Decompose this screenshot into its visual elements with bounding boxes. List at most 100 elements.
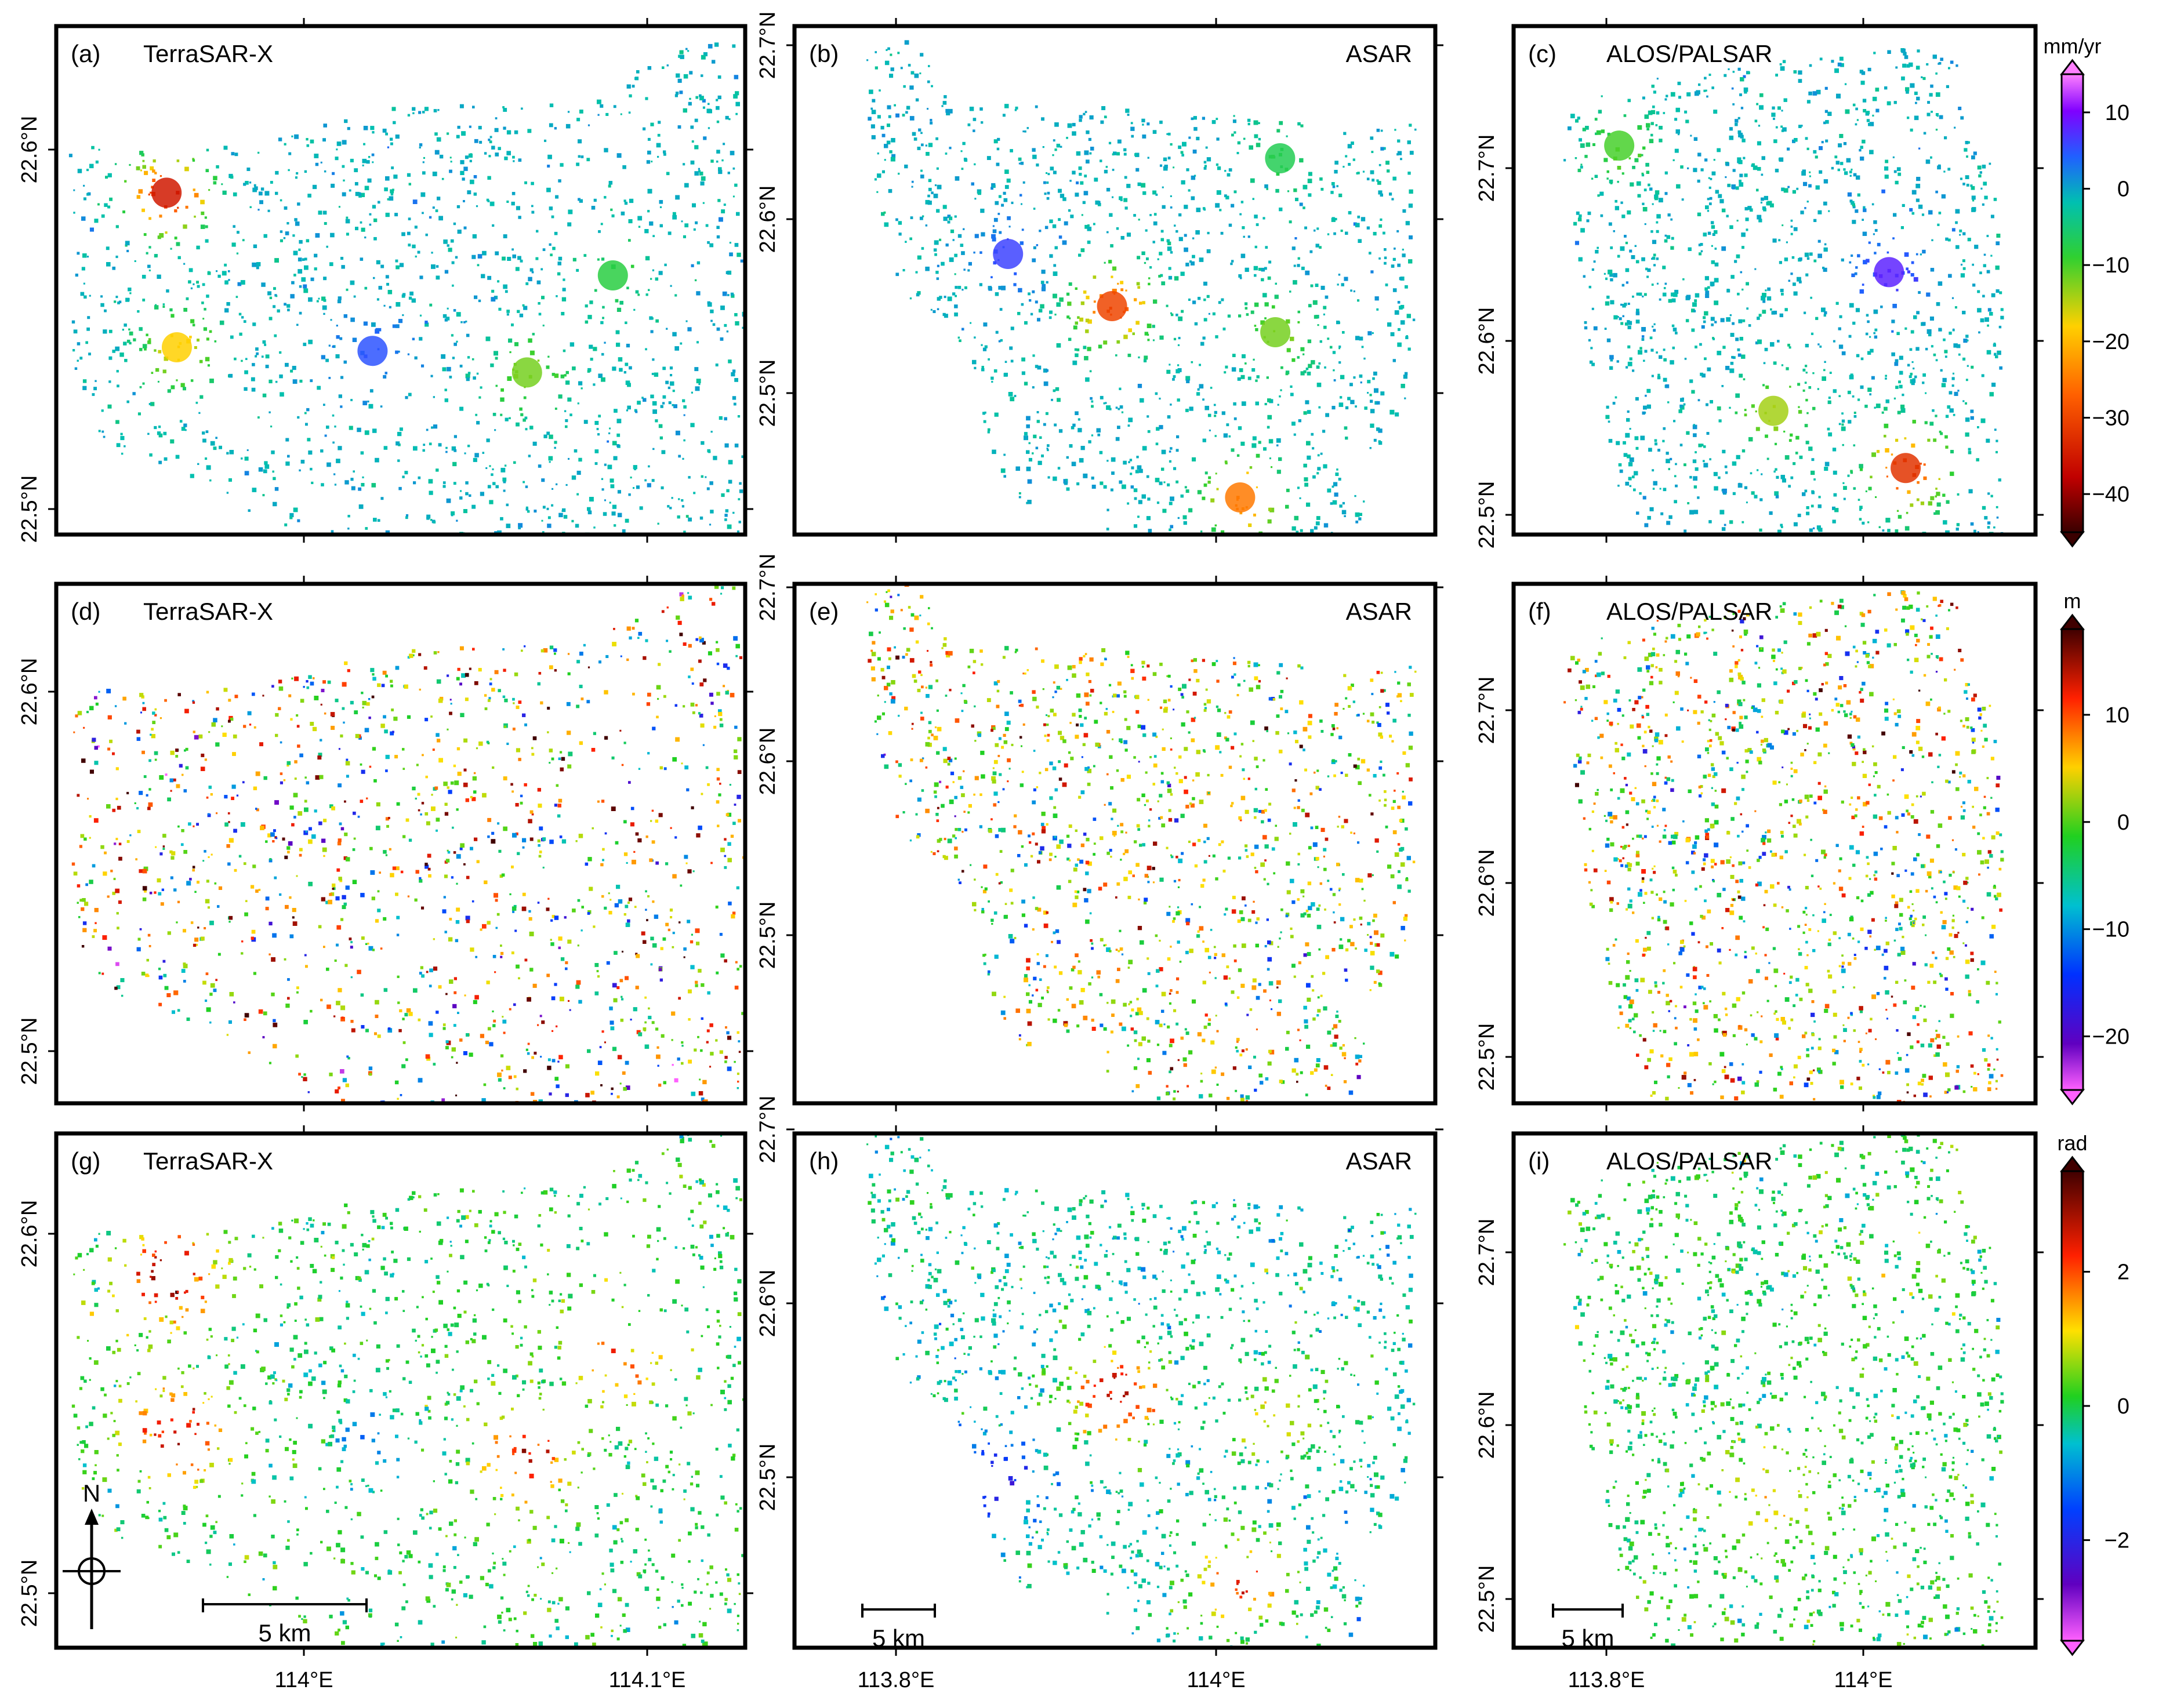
pixel — [1711, 245, 1713, 247]
pixel — [681, 505, 684, 508]
pixel — [957, 234, 962, 238]
pixel — [1801, 171, 1806, 176]
pixel — [224, 263, 227, 267]
pixel — [244, 471, 249, 475]
pixel — [387, 198, 390, 201]
hotspot — [1265, 143, 1296, 173]
pixel — [1955, 543, 1960, 547]
pixel — [1784, 455, 1790, 460]
pixel — [601, 352, 604, 356]
pixel — [1159, 425, 1163, 430]
pixel — [326, 462, 331, 467]
pixel — [936, 167, 939, 170]
pixel — [1844, 171, 1848, 175]
pixel — [1378, 190, 1383, 195]
pixel — [1873, 233, 1875, 235]
pixel — [725, 115, 729, 120]
pixel — [1793, 227, 1798, 231]
pixel — [1655, 562, 1659, 566]
pixel — [1220, 231, 1224, 235]
pixel — [190, 474, 194, 478]
pixel — [1765, 434, 1768, 438]
pixel — [701, 54, 706, 60]
pixel — [1256, 486, 1258, 489]
pixel — [1350, 399, 1355, 405]
pixel — [1053, 170, 1057, 175]
pixel — [1867, 387, 1872, 392]
pixel — [1147, 339, 1150, 341]
pixel — [1843, 612, 1846, 615]
pixel — [1711, 323, 1714, 326]
pixel — [1654, 197, 1659, 201]
pixel — [1917, 597, 1921, 601]
pixel — [1939, 430, 1942, 433]
pixel — [1080, 446, 1085, 450]
pixel — [551, 215, 554, 219]
pixel — [1625, 481, 1630, 486]
pixel — [723, 203, 726, 206]
pixel — [1173, 166, 1175, 169]
pixel — [1199, 384, 1204, 389]
pixel — [399, 263, 404, 267]
pixel — [1764, 347, 1768, 351]
pixel — [1656, 221, 1659, 224]
pixel — [1885, 571, 1886, 573]
pixel — [1955, 64, 1958, 67]
pixel — [616, 419, 622, 424]
pixel — [1859, 464, 1863, 468]
pixel — [344, 119, 348, 123]
pixel — [1734, 260, 1737, 263]
pixel — [529, 268, 534, 272]
pixel — [476, 205, 478, 208]
pixel — [1656, 351, 1658, 354]
pixel — [614, 409, 618, 413]
pixel — [1159, 252, 1163, 256]
pixel — [1142, 301, 1145, 304]
pixel — [1006, 179, 1011, 183]
pixel — [1032, 258, 1036, 263]
pixel — [139, 348, 143, 351]
pixel — [1119, 196, 1123, 201]
pixel — [1166, 550, 1169, 553]
pixel — [407, 353, 410, 355]
pixel — [1693, 168, 1697, 172]
pixel — [299, 379, 303, 383]
pixel — [925, 266, 930, 271]
pixel — [1680, 165, 1684, 169]
pixel — [1960, 273, 1965, 278]
pixel — [717, 199, 721, 202]
pixel — [376, 260, 380, 264]
pixel — [1586, 219, 1590, 223]
pixel — [1231, 133, 1234, 137]
pixel — [643, 127, 646, 130]
pixel — [1018, 288, 1022, 293]
pixel — [652, 269, 655, 271]
pixel — [1258, 122, 1260, 125]
pixel — [396, 302, 401, 307]
pixel — [1765, 593, 1770, 597]
pixel — [411, 298, 416, 303]
pixel — [1407, 172, 1411, 175]
pixel — [1790, 476, 1794, 479]
pixel — [1954, 126, 1956, 129]
pixel — [1233, 115, 1235, 117]
pixel — [1900, 408, 1906, 413]
pixel — [1618, 463, 1622, 467]
pixel — [1172, 378, 1175, 381]
pixel — [992, 184, 996, 188]
pixel — [104, 309, 107, 312]
pixel — [1724, 74, 1727, 77]
pixel — [707, 302, 712, 307]
pixel — [1174, 224, 1176, 227]
pixel — [1940, 592, 1944, 596]
pixel — [74, 367, 78, 370]
pixel — [142, 165, 146, 169]
pixel — [1659, 355, 1663, 359]
pixel — [1748, 437, 1753, 442]
pixel — [500, 413, 503, 416]
pixel — [1756, 188, 1759, 192]
pixel — [1873, 332, 1875, 335]
pixel — [963, 268, 966, 271]
pixel — [568, 457, 570, 460]
pixel — [1882, 529, 1885, 532]
